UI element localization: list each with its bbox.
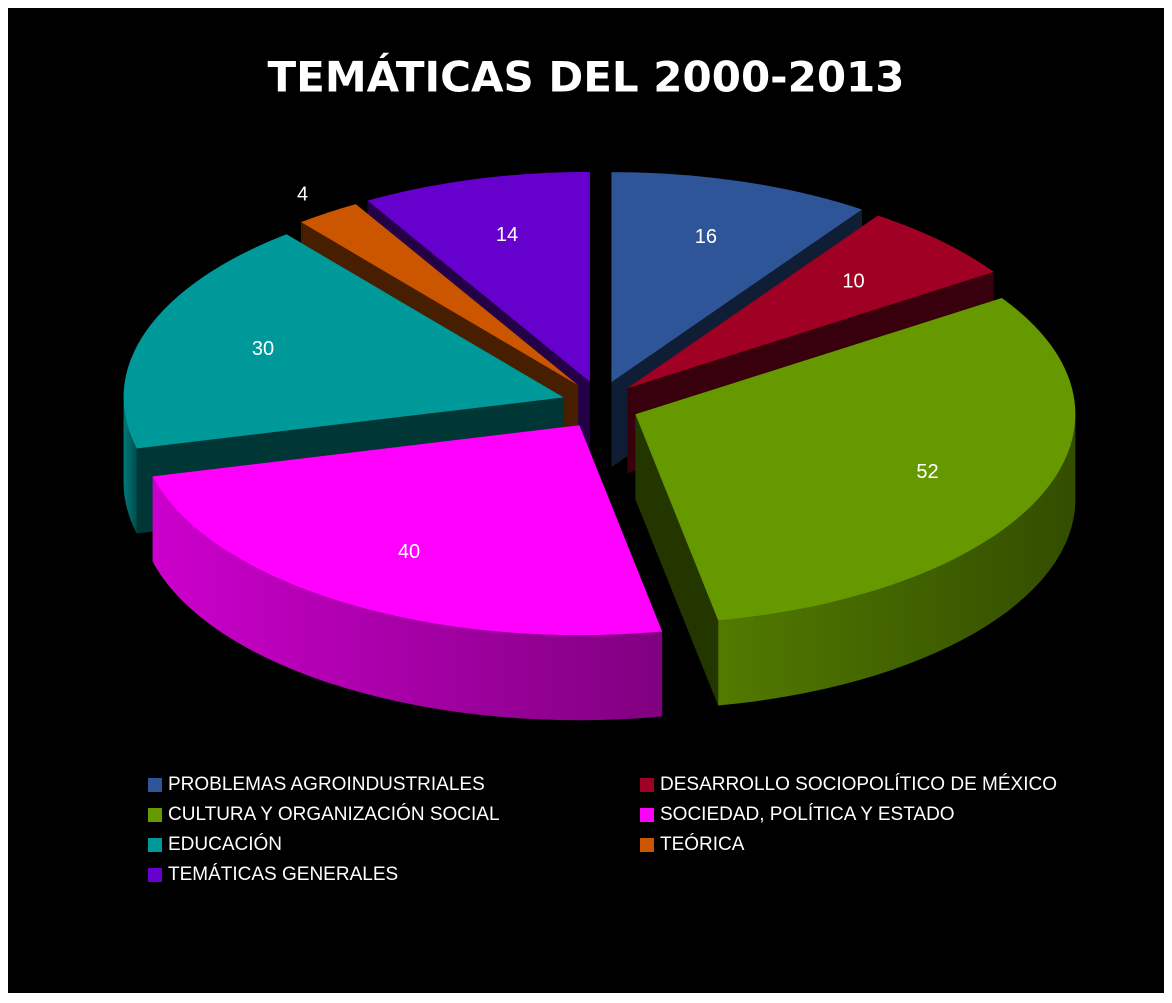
- data-label: 10: [842, 271, 864, 293]
- data-label: 16: [695, 226, 717, 248]
- slice-side: [635, 414, 719, 706]
- legend-label: DESARROLLO SOCIOPOLÍTICO DE MÉXICO: [660, 774, 1057, 795]
- slice-top: [611, 172, 862, 383]
- slice-top: [123, 234, 564, 449]
- legend-swatch: [148, 808, 162, 822]
- slice-wall: [718, 414, 1076, 706]
- legend-swatch: [148, 838, 162, 852]
- legend-swatch: [640, 838, 654, 852]
- chart-title: TEMÁTICAS DEL 2000-2013: [267, 52, 904, 102]
- legend-swatch: [148, 778, 162, 792]
- data-label: 40: [398, 541, 420, 563]
- slice-wall: [123, 397, 137, 534]
- legend-label: TEÓRICA: [660, 833, 745, 855]
- data-label: 4: [297, 184, 308, 206]
- slice-top: [152, 425, 663, 636]
- legend-label: EDUCACIÓN: [168, 833, 282, 855]
- legend-label: PROBLEMAS AGROINDUSTRIALES: [168, 774, 485, 795]
- pie-slice: [635, 298, 1076, 706]
- slice-wall: [152, 476, 663, 721]
- data-label: 52: [916, 461, 938, 483]
- legend-label: TEMÁTICAS GENERALES: [168, 864, 398, 885]
- legend-swatch: [640, 808, 654, 822]
- data-label: 14: [496, 224, 518, 246]
- data-label: 30: [252, 338, 274, 360]
- slice-top: [367, 171, 590, 382]
- slice-top: [635, 298, 1076, 621]
- slice-top: [627, 215, 994, 389]
- legend-swatch: [640, 778, 654, 792]
- legend-swatch: [148, 868, 162, 882]
- legend-label: SOCIEDAD, POLÍTICA Y ESTADO: [660, 804, 955, 825]
- pie-slice: [152, 425, 663, 721]
- slice-top: [301, 204, 579, 386]
- legend-label: CULTURA Y ORGANIZACIÓN SOCIAL: [168, 803, 500, 825]
